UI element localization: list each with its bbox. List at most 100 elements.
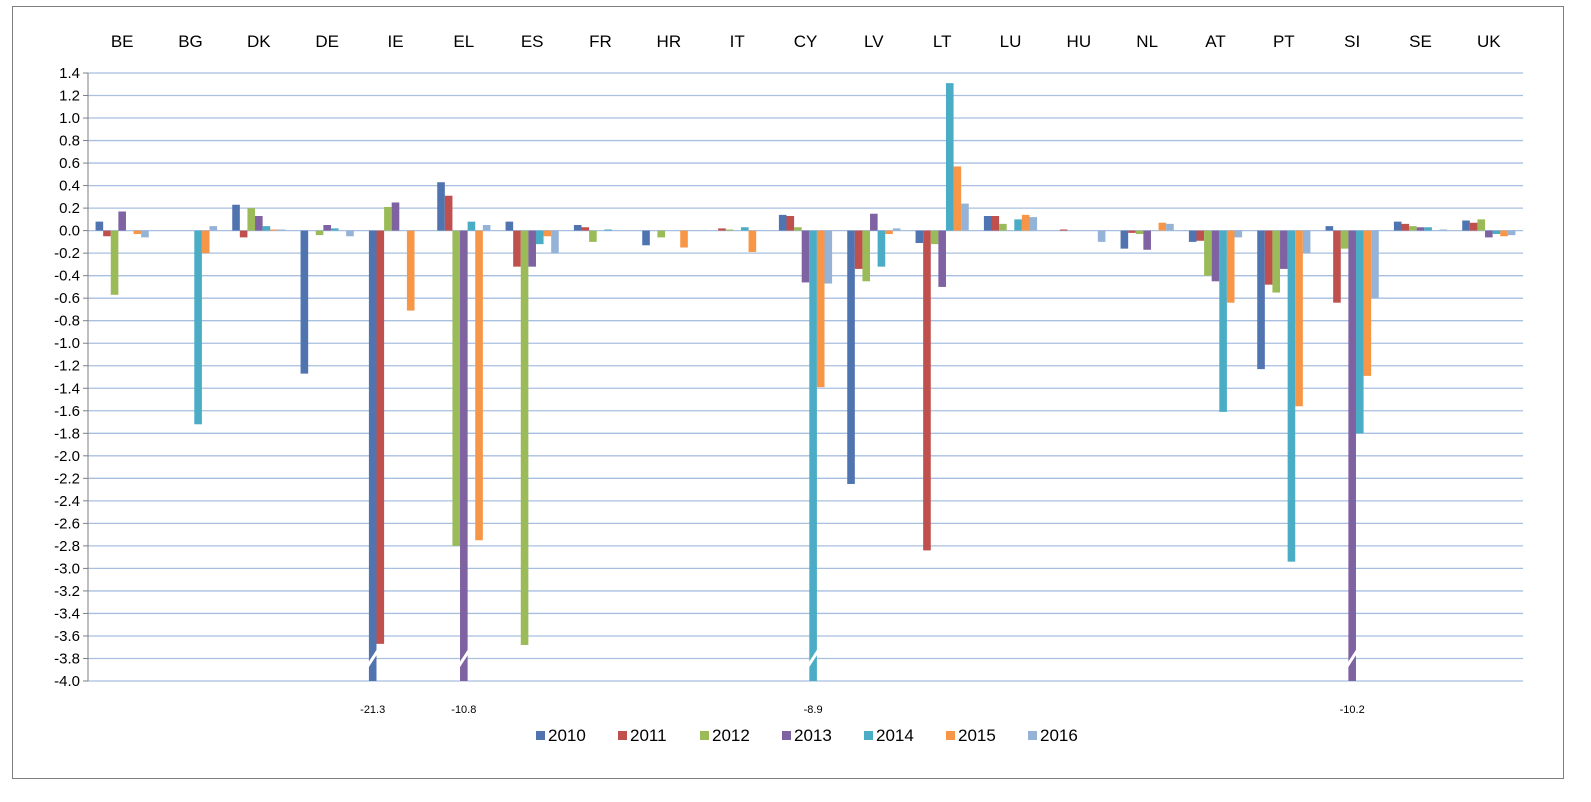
truncated-value-label: -10.8 [451, 704, 476, 716]
legend-label: 2011 [630, 726, 667, 745]
y-tick-label: 0.2 [59, 200, 80, 217]
bar-LV-2011 [854, 230, 863, 269]
bar-chart: -4.0 -3.8 -3.6 -3.4 -3.2 -3.0 -2.8 -2.6 -2.4 -2.2… [54, 32, 1523, 745]
bar-DE-2010 [300, 230, 309, 374]
bar-AT-2012 [1204, 230, 1212, 276]
y-tick-label: -3.6 [54, 628, 80, 645]
bar-IT-2014 [740, 227, 749, 231]
bar-SI-2010 [1325, 226, 1334, 231]
y-tick-label: -2.0 [54, 448, 80, 465]
bar-LU-2011 [991, 215, 1000, 231]
category-label: LT [933, 32, 952, 51]
bar-UK-2013 [1485, 230, 1493, 238]
truncated-value-label: -10.2 [1340, 704, 1365, 716]
bar-BE-2015 [133, 230, 142, 235]
category-label: BE [111, 32, 134, 51]
category-label: CY [794, 32, 818, 51]
bar-break-mark [454, 645, 473, 672]
bar-CY-2015 [816, 230, 825, 388]
bar-SE-2010 [1393, 221, 1402, 231]
bar-PT-2015 [1295, 230, 1303, 407]
legend-swatch-2016 [1028, 731, 1037, 740]
bar-UK-2012 [1477, 219, 1486, 231]
bar-LT-2014 [945, 83, 954, 231]
bar-NL-2012 [1135, 230, 1144, 235]
bar-LT-2015 [953, 166, 962, 231]
bar-SI-2016 [1371, 230, 1379, 299]
bar-EL-2011 [444, 195, 453, 231]
bar-IT-2015 [748, 230, 757, 253]
bar-LU-2010 [983, 215, 992, 231]
bar-PT-2013 [1280, 230, 1288, 269]
bar-PT-2011 [1264, 230, 1273, 285]
chart-frame: -4.0 -3.8 -3.6 -3.4 -3.2 -3.0 -2.8 -2.6 -2.4 -2.2… [12, 6, 1564, 779]
category-label: DK [247, 32, 271, 51]
bar-IE-2015 [406, 230, 415, 311]
y-tick-label: -0.8 [54, 313, 80, 330]
bar-UK-2011 [1469, 222, 1478, 231]
bar-break-mark [804, 645, 823, 672]
y-tick-label: 1.4 [59, 65, 80, 82]
bar-IE-2010 [368, 230, 377, 681]
bar-DK-2015 [270, 229, 278, 231]
bar-LT-2013 [938, 230, 946, 287]
bar-HU-2016 [1097, 230, 1106, 242]
y-tick-label: -2.4 [54, 493, 80, 510]
truncated-value-label: -8.9 [804, 704, 823, 716]
bar-DK-2014 [262, 226, 271, 231]
y-tick-label: -2.6 [54, 515, 80, 532]
bar-IT-2012 [725, 229, 734, 231]
bar-ES-2010 [505, 221, 514, 231]
bar-IE-2012 [384, 206, 392, 231]
bar-LV-2014 [877, 230, 886, 267]
category-label: PT [1273, 32, 1295, 51]
category-label: LU [1000, 32, 1022, 51]
bar-DK-2010 [232, 204, 240, 231]
bar-CY-2012 [794, 227, 802, 231]
y-tick-label: 1.0 [59, 110, 80, 127]
bar-FR-2010 [573, 225, 582, 231]
bar-CY-2010 [778, 214, 787, 231]
bar-BE-2013 [118, 211, 126, 231]
y-tick-label: -2.8 [54, 538, 80, 555]
bar-BG-2014 [194, 230, 202, 425]
bar-AT-2011 [1196, 230, 1205, 241]
bar-PT-2016 [1302, 230, 1311, 254]
bar-LV-2010 [847, 230, 855, 484]
bar-DK-2012 [247, 208, 256, 231]
bar-EL-2014 [467, 221, 476, 231]
bar-break-mark [1343, 645, 1362, 672]
bar-LT-2010 [915, 230, 924, 244]
category-label: AT [1205, 32, 1225, 51]
bar-DK-2016 [277, 229, 286, 231]
bar-IT-2011 [718, 228, 726, 231]
bar-CY-2016 [824, 230, 833, 284]
bar-NL-2016 [1166, 223, 1174, 231]
bar-SI-2015 [1363, 230, 1372, 376]
bar-NL-2011 [1128, 230, 1136, 233]
bar-SI-2012 [1340, 230, 1349, 249]
bar-SE-2011 [1401, 223, 1410, 231]
category-label: IT [730, 32, 745, 51]
bar-LT-2012 [930, 230, 939, 245]
bar-EL-2016 [482, 225, 491, 231]
bar-HU-2011 [1059, 229, 1068, 231]
bar-PT-2014 [1287, 230, 1296, 562]
category-labels: BE BG DK DE IE EL ES FR HR IT CY LV LT LU HU NL AT PT SI SE… [111, 32, 1501, 51]
bar-UK-2016 [1507, 230, 1516, 236]
bar-SE-2012 [1409, 226, 1417, 231]
category-label: BG [178, 32, 203, 51]
category-label: ES [521, 32, 544, 51]
bar-EL-2013 [460, 230, 468, 681]
bar-ES-2016 [551, 230, 559, 254]
bar-UK-2010 [1462, 220, 1470, 231]
bar-NL-2010 [1120, 230, 1129, 249]
legend-swatch-2012 [700, 731, 709, 740]
y-tick-label: -2.2 [54, 470, 80, 487]
bar-ES-2015 [543, 230, 552, 237]
y-tick-label: -4.0 [54, 673, 80, 690]
y-tick-label: -0.2 [54, 245, 80, 262]
bar-LU-2012 [999, 223, 1007, 231]
y-axis-ticks: -4.0 -3.8 -3.6 -3.4 -3.2 -3.0 -2.8 -2.6 -2.4 -2.2… [54, 65, 88, 690]
legend-swatch-2013 [782, 731, 791, 740]
